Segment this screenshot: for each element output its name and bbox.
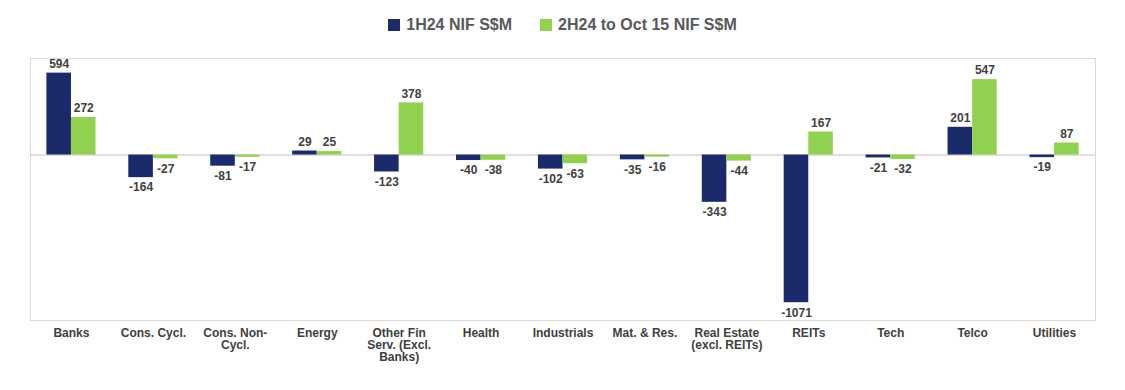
svg-text:Health: Health bbox=[463, 326, 500, 340]
svg-text:-38: -38 bbox=[485, 163, 503, 177]
html-text:1H24 NIF S$M: 1H24 NIF S$M bbox=[406, 16, 512, 33]
svg-text:-19: -19 bbox=[1034, 160, 1052, 174]
svg-text:-123: -123 bbox=[375, 175, 399, 189]
svg-text:-27: -27 bbox=[157, 162, 175, 176]
html-text:2H24 to Oct 15 NIF S$M: 2H24 to Oct 15 NIF S$M bbox=[558, 16, 737, 33]
svg-text:Tech: Tech bbox=[877, 326, 904, 340]
svg-text:-44: -44 bbox=[730, 164, 748, 178]
svg-text:-102: -102 bbox=[539, 172, 563, 186]
svg-text:-16: -16 bbox=[649, 160, 667, 174]
svg-text:Cons. Cycl.: Cons. Cycl. bbox=[121, 326, 186, 340]
svg-text:-343: -343 bbox=[703, 205, 727, 219]
svg-text:Real Estate(excl. REITs): Real Estate(excl. REITs) bbox=[691, 326, 762, 352]
svg-text:167: 167 bbox=[811, 116, 831, 130]
svg-text:29: 29 bbox=[298, 135, 312, 149]
svg-text:-32: -32 bbox=[894, 162, 912, 176]
svg-text:Energy: Energy bbox=[297, 326, 338, 340]
svg-text:594: 594 bbox=[49, 57, 69, 71]
svg-text:REITs: REITs bbox=[792, 326, 825, 340]
svg-text:Mat. & Res.: Mat. & Res. bbox=[613, 326, 678, 340]
svg-text:-17: -17 bbox=[239, 160, 257, 174]
svg-text:-164: -164 bbox=[129, 180, 153, 194]
svg-text:-35: -35 bbox=[624, 163, 642, 177]
svg-text:547: 547 bbox=[975, 63, 995, 77]
svg-text:-1071: -1071 bbox=[781, 306, 812, 320]
svg-text:Utilities: Utilities bbox=[1033, 326, 1077, 340]
svg-text:87: 87 bbox=[1060, 127, 1074, 141]
svg-text:-81: -81 bbox=[214, 169, 232, 183]
svg-text:Other FinServ. (Excl.Banks): Other FinServ. (Excl.Banks) bbox=[367, 326, 431, 364]
svg-text:-40: -40 bbox=[460, 163, 478, 177]
svg-text:Industrials: Industrials bbox=[533, 326, 594, 340]
svg-text:25: 25 bbox=[323, 135, 337, 149]
svg-text:Cons. Non-Cycl.: Cons. Non-Cycl. bbox=[203, 326, 267, 352]
svg-text:201: 201 bbox=[950, 111, 970, 125]
svg-text:-63: -63 bbox=[567, 167, 585, 181]
svg-text:272: 272 bbox=[74, 101, 94, 115]
svg-text:Telco: Telco bbox=[957, 326, 987, 340]
svg-text:378: 378 bbox=[401, 87, 421, 101]
svg-text:-21: -21 bbox=[870, 161, 888, 175]
svg-text:Banks: Banks bbox=[53, 326, 89, 340]
